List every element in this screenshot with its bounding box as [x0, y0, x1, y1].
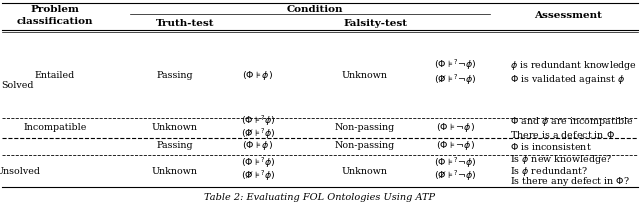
Text: Incompatible: Incompatible — [23, 123, 86, 133]
Text: Passing: Passing — [157, 71, 193, 80]
Text: Unknown: Unknown — [152, 166, 198, 175]
Text: There is a defect in $\Phi$: There is a defect in $\Phi$ — [510, 129, 615, 140]
Text: $(\Phi \models \phi)$: $(\Phi \models \phi)$ — [243, 140, 273, 153]
Text: $(\Phi \models^{?} \neg\phi)$: $(\Phi \models^{?} \neg\phi)$ — [433, 58, 476, 72]
Text: Is $\phi$ redundant?: Is $\phi$ redundant? — [510, 164, 588, 177]
Text: $(\Phi \models \neg\phi)$: $(\Phi \models \neg\phi)$ — [435, 122, 474, 134]
Text: Unknown: Unknown — [342, 166, 388, 175]
Text: $(\Phi \models \phi)$: $(\Phi \models \phi)$ — [243, 69, 273, 82]
Text: Table 2: Evaluating FOL Ontologies Using ATP: Table 2: Evaluating FOL Ontologies Using… — [205, 194, 435, 203]
Text: $(\Phi \not\models^{?} \neg\phi)$: $(\Phi \not\models^{?} \neg\phi)$ — [433, 73, 476, 87]
Text: classification: classification — [17, 18, 93, 27]
Text: Assessment: Assessment — [534, 10, 602, 20]
Text: $\Phi$ is validated against $\phi$: $\Phi$ is validated against $\phi$ — [510, 73, 625, 86]
Text: Unsolved: Unsolved — [0, 166, 40, 175]
Text: $(\Phi \models \neg\phi)$: $(\Phi \models \neg\phi)$ — [435, 140, 474, 153]
Text: Is $\phi$ new knowledge?: Is $\phi$ new knowledge? — [510, 153, 612, 166]
Text: Solved: Solved — [2, 81, 35, 90]
Text: Unknown: Unknown — [342, 71, 388, 80]
Text: Is there any defect in $\Phi$?: Is there any defect in $\Phi$? — [510, 175, 630, 188]
Text: Passing: Passing — [157, 142, 193, 151]
Text: $\Phi$ and $\phi$ are incompatible: $\Phi$ and $\phi$ are incompatible — [510, 114, 634, 128]
Text: $(\Phi \not\models^{?} \neg\phi)$: $(\Phi \not\models^{?} \neg\phi)$ — [433, 169, 476, 183]
Text: Non-passing: Non-passing — [335, 123, 395, 133]
Text: Non-passing: Non-passing — [335, 142, 395, 151]
Text: Unknown: Unknown — [152, 123, 198, 133]
Text: Problem: Problem — [31, 4, 79, 13]
Text: $\phi$ is redundant knowledge: $\phi$ is redundant knowledge — [510, 59, 637, 71]
Text: $(\Phi \models^{?} \phi)$: $(\Phi \models^{?} \phi)$ — [241, 114, 275, 128]
Text: Entailed: Entailed — [35, 71, 75, 80]
Text: $(\Phi \not\models^{?} \phi)$: $(\Phi \not\models^{?} \phi)$ — [241, 169, 275, 183]
Text: $(\Phi \not\models^{?} \phi)$: $(\Phi \not\models^{?} \phi)$ — [241, 127, 275, 141]
Text: $\Phi$ is inconsistent: $\Phi$ is inconsistent — [510, 141, 592, 152]
Text: Condition: Condition — [287, 4, 343, 13]
Text: $(\Phi \models^{?} \phi)$: $(\Phi \models^{?} \phi)$ — [241, 156, 275, 170]
Text: Falsity-test: Falsity-test — [343, 19, 407, 28]
Text: Truth-test: Truth-test — [156, 19, 214, 28]
Text: $(\Phi \models^{?} \neg\phi)$: $(\Phi \models^{?} \neg\phi)$ — [433, 156, 476, 170]
